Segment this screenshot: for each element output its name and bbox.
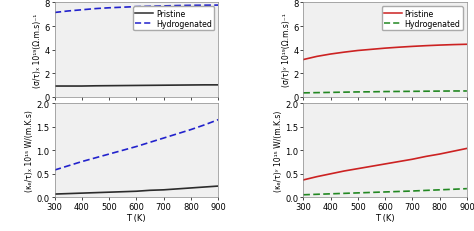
Y-axis label: (σ/τ)ʸ 10¹⁹(Ω.m.s)⁻¹: (σ/τ)ʸ 10¹⁹(Ω.m.s)⁻¹: [282, 14, 291, 87]
X-axis label: T (K): T (K): [127, 213, 146, 222]
Y-axis label: (κₑ/τ)ₓ 10¹⁵ W/(m.K.s): (κₑ/τ)ₓ 10¹⁵ W/(m.K.s): [26, 110, 35, 191]
Legend: Pristine, Hydrogenated: Pristine, Hydrogenated: [382, 7, 463, 31]
Legend: Pristine, Hydrogenated: Pristine, Hydrogenated: [133, 7, 214, 31]
X-axis label: T (K): T (K): [375, 213, 395, 222]
Y-axis label: (σ/τ)ₓ 10¹⁹(Ω.m.s)⁻¹: (σ/τ)ₓ 10¹⁹(Ω.m.s)⁻¹: [33, 13, 42, 87]
Y-axis label: (κₑ/τ)ʸ 10¹⁵ W/(m.K.s): (κₑ/τ)ʸ 10¹⁵ W/(m.K.s): [274, 110, 283, 191]
